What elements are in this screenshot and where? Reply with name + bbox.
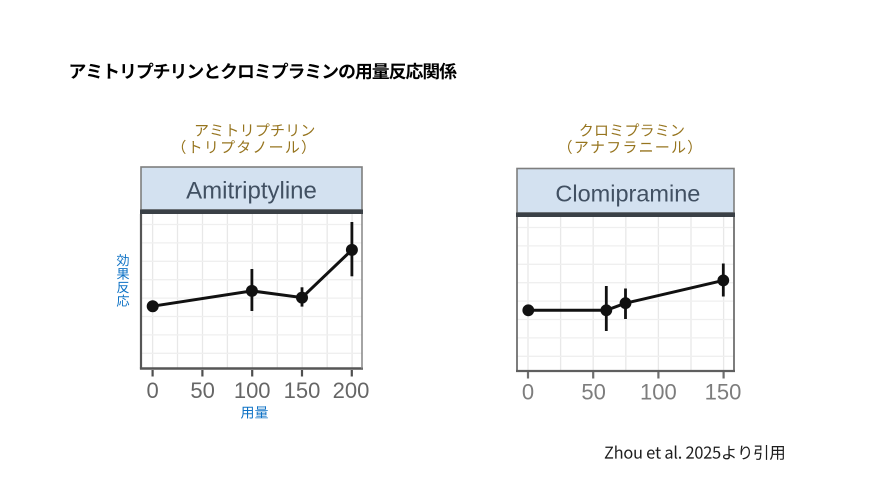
svg-text:150: 150 [284, 378, 321, 403]
svg-text:Amitriptyline: Amitriptyline [186, 177, 317, 204]
svg-text:100: 100 [640, 380, 677, 405]
svg-text:100: 100 [234, 378, 271, 403]
svg-text:0: 0 [146, 378, 158, 403]
svg-text:50: 50 [190, 378, 214, 403]
svg-text:Clomipramine: Clomipramine [555, 181, 700, 207]
svg-text:50: 50 [581, 380, 605, 405]
svg-text:150: 150 [705, 380, 742, 405]
svg-text:200: 200 [333, 378, 370, 403]
svg-text:0: 0 [522, 380, 534, 405]
